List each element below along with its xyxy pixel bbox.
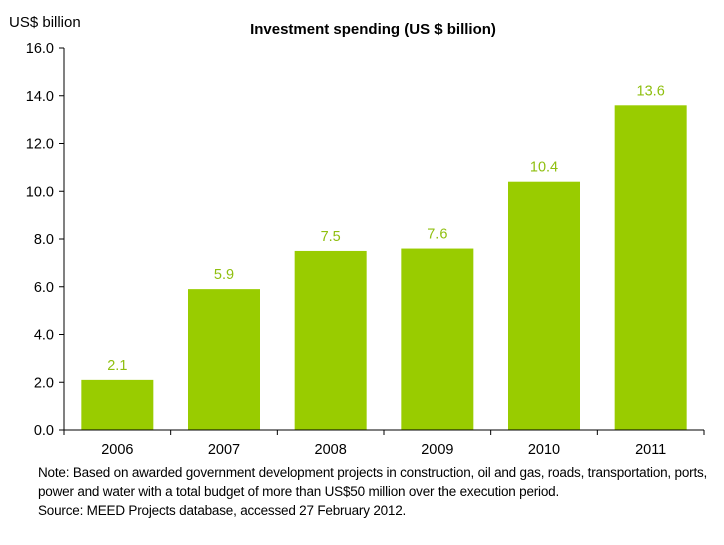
x-tick-label: 2006 [101, 442, 133, 458]
x-tick-label: 2009 [421, 442, 453, 458]
chart-notes: Note: Based on awarded government develo… [38, 463, 722, 520]
bar-2010 [508, 181, 580, 430]
bar-2008 [294, 250, 367, 430]
data-label: 7.6 [427, 227, 447, 243]
y-axis: 0.0 2.0 4.0 6.0 8.0 10.0 12.0 14.0 16.0 [26, 41, 65, 439]
data-label: 2.1 [107, 358, 127, 374]
y-tick-label: 12.0 [26, 137, 54, 153]
data-label: 10.4 [530, 160, 558, 176]
chart-title: Investment spending (US $ billion) [250, 21, 496, 38]
y-tick-label: 0.0 [34, 423, 54, 439]
y-tick-label: 2.0 [34, 375, 54, 391]
x-tick-label: 2008 [315, 442, 347, 458]
bar-chart: US$ billion Investment spending (US $ bi… [9, 14, 705, 458]
y-axis-label: US$ billion [9, 14, 81, 31]
y-tick-label: 16.0 [26, 41, 54, 57]
x-tick-label: 2010 [528, 442, 560, 458]
data-label: 7.5 [321, 229, 341, 245]
bars: 2.1 5.9 7.5 7.6 10.4 13.6 [81, 83, 687, 431]
x-tick-label: 2007 [208, 442, 240, 458]
y-tick-label: 14.0 [26, 89, 54, 105]
bar-2006 [81, 379, 154, 430]
y-tick-label: 8.0 [34, 232, 54, 248]
data-label: 5.9 [214, 267, 234, 283]
bar-2011 [614, 105, 687, 431]
y-tick-label: 4.0 [34, 328, 54, 344]
data-label: 13.6 [637, 83, 665, 99]
x-tick-label: 2011 [635, 442, 666, 458]
y-tick-label: 10.0 [26, 184, 54, 200]
x-axis: 2006 2007 2008 2009 2010 2011 [63, 429, 705, 458]
bar-2007 [188, 289, 260, 430]
source-text: Source: MEED Projects database, accessed… [38, 503, 407, 518]
note-text: Note: Based on awarded government develo… [38, 465, 708, 499]
y-tick-label: 6.0 [34, 280, 54, 296]
bar-2009 [401, 248, 474, 430]
